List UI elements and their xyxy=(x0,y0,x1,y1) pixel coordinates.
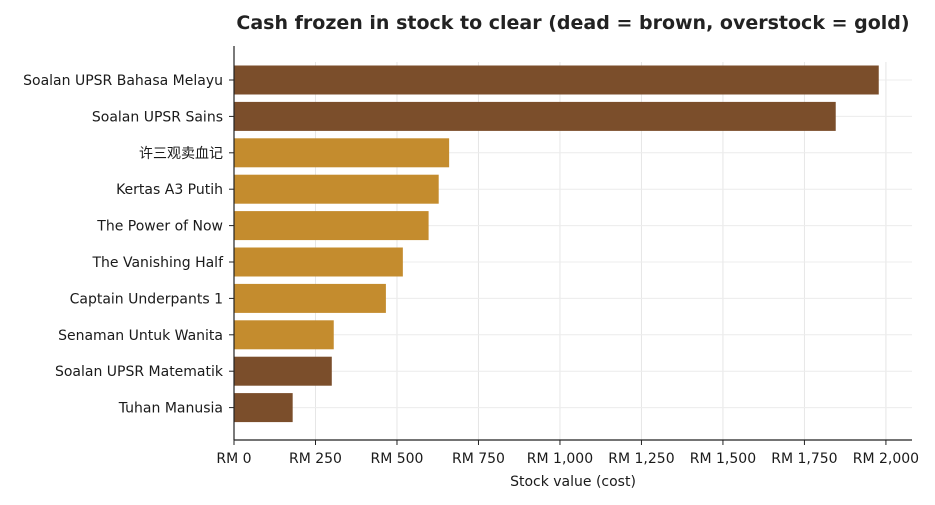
label-layer: RM 0 RM 250 RM 500 RM 750 RM 1,000 RM 1,250 RM… xyxy=(23,73,919,467)
bar xyxy=(234,320,334,350)
chart-title: Cash frozen in stock to clear (dead = br… xyxy=(236,12,910,34)
bar xyxy=(234,393,293,423)
bar xyxy=(234,65,879,95)
x-tick-label: RM 250 xyxy=(289,451,342,467)
bar xyxy=(234,101,836,131)
category-label: Soalan UPSR Sains xyxy=(92,109,223,125)
category-label: Kertas A3 Putih xyxy=(116,182,223,198)
x-tick-label: RM 2,000 xyxy=(853,451,919,467)
x-tick-label: RM 0 xyxy=(216,451,251,467)
bar xyxy=(234,247,403,277)
bar xyxy=(234,211,429,241)
bar xyxy=(234,174,439,204)
category-label: The Vanishing Half xyxy=(91,255,224,271)
category-label: Tuhan Manusia xyxy=(118,401,223,417)
x-tick-label: RM 1,500 xyxy=(690,451,756,467)
x-tick-label: RM 750 xyxy=(452,451,505,467)
bar xyxy=(234,356,332,386)
category-label: Soalan UPSR Matematik xyxy=(55,364,224,380)
bar xyxy=(234,138,450,168)
axis-layer xyxy=(229,46,912,445)
category-label: Captain Underpants 1 xyxy=(70,291,223,307)
x-tick-label: RM 500 xyxy=(370,451,423,467)
bar-layer xyxy=(234,65,879,423)
x-axis-title: Stock value (cost) xyxy=(510,474,636,490)
bar xyxy=(234,283,386,313)
category-label: The Power of Now xyxy=(96,219,223,235)
category-label: Soalan UPSR Bahasa Melayu xyxy=(23,73,223,89)
category-label: 许三观卖血记 xyxy=(139,146,223,162)
category-label: Senaman Untuk Wanita xyxy=(58,328,223,344)
x-tick-label: RM 1,250 xyxy=(608,451,674,467)
x-tick-label: RM 1,750 xyxy=(771,451,837,467)
x-tick-label: RM 1,000 xyxy=(527,451,593,467)
